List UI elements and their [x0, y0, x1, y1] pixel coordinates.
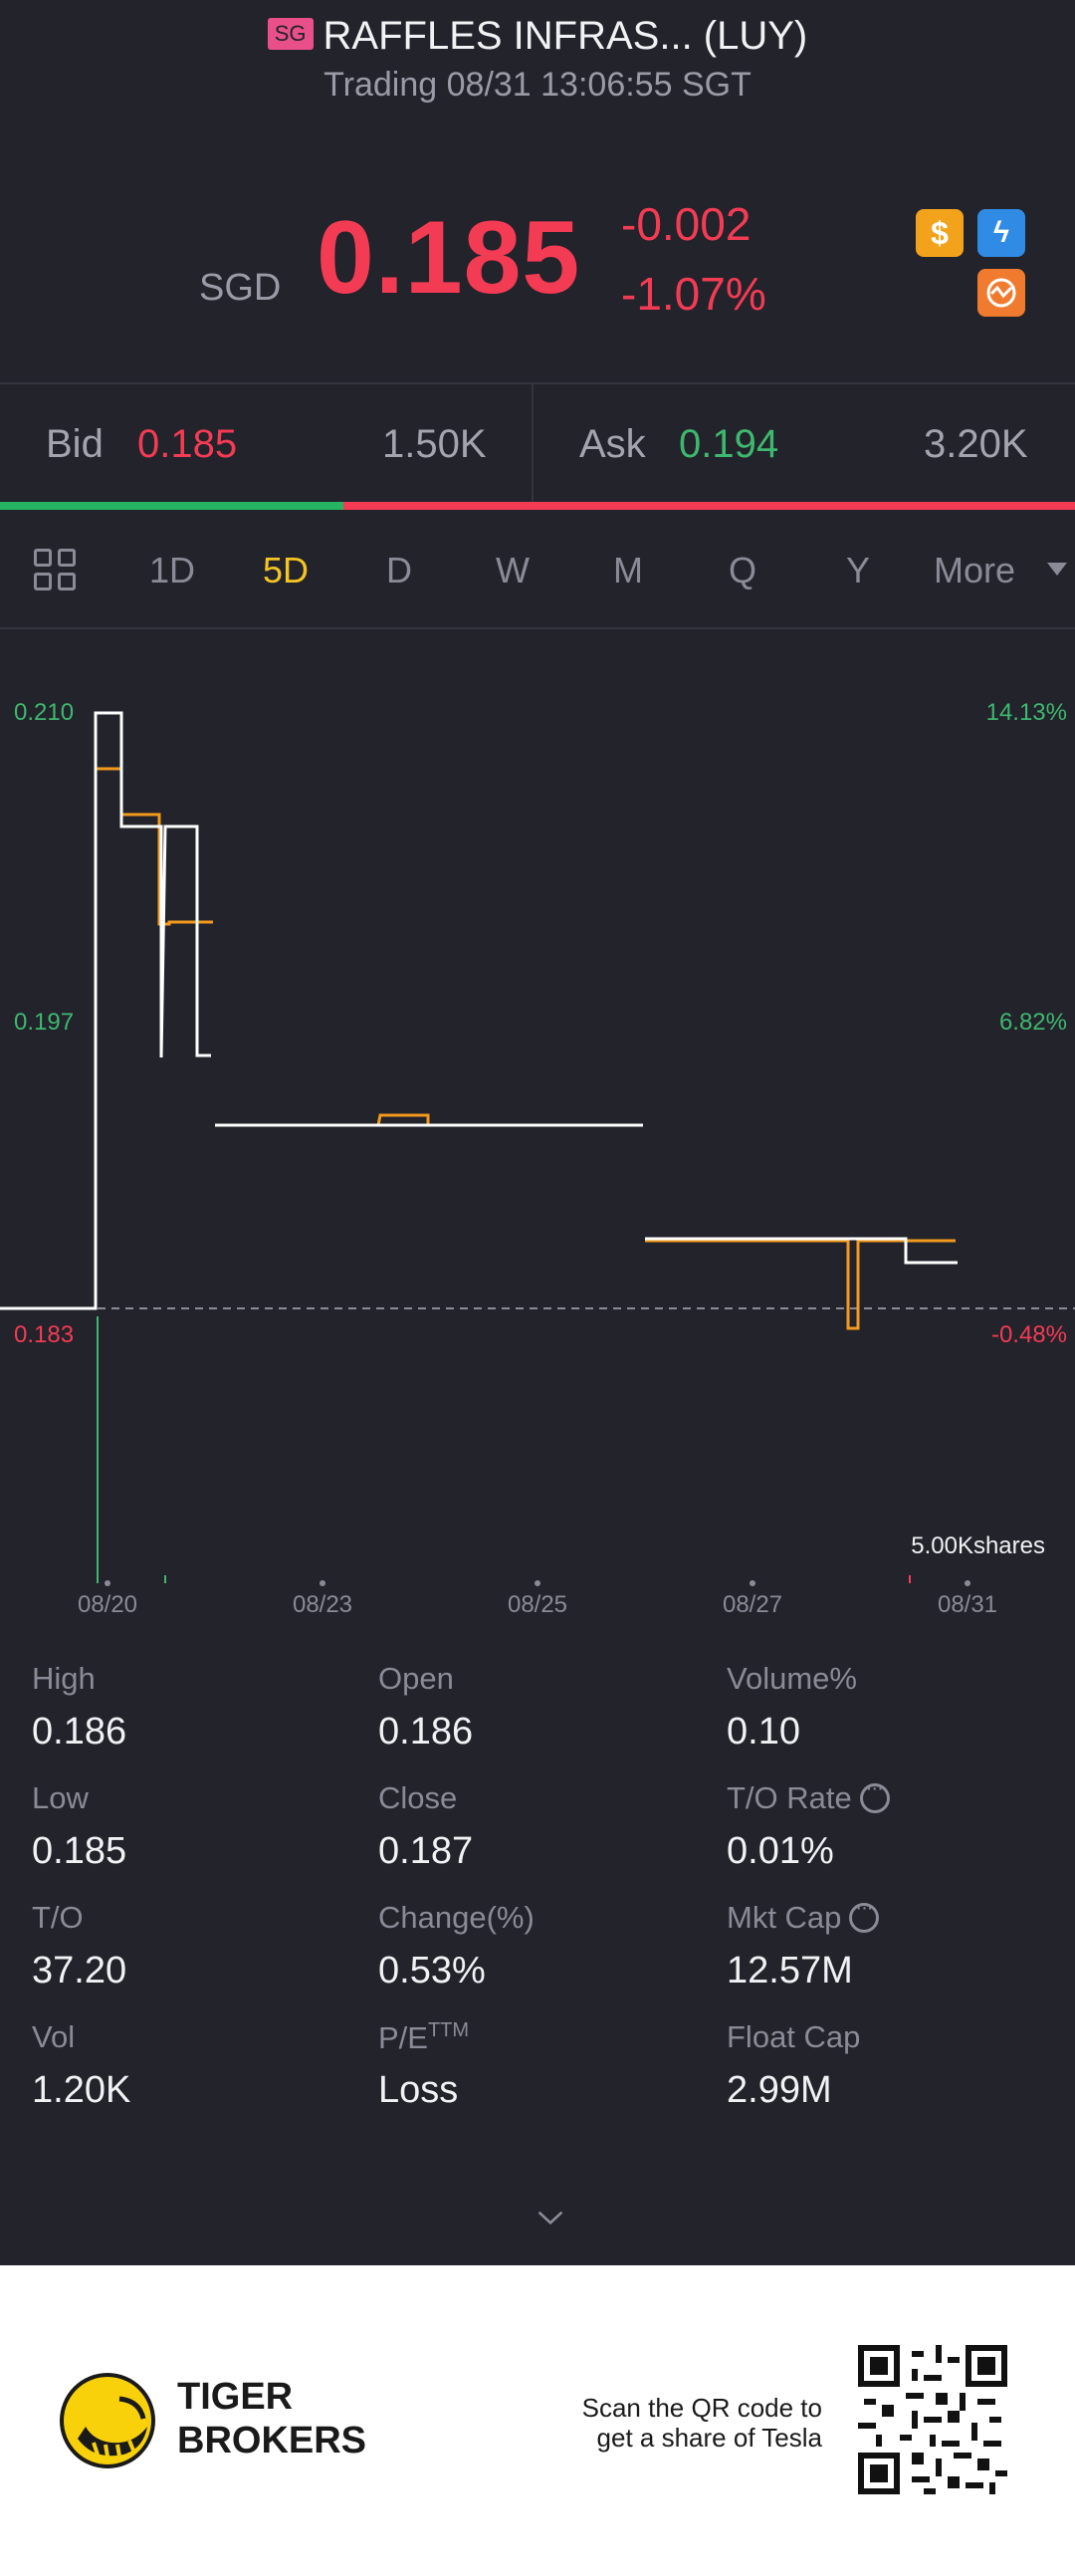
- stat-value-high: 0.186: [32, 1711, 127, 1753]
- avg-price-line: [645, 1239, 956, 1330]
- stat-label-low: Low: [32, 1780, 89, 1815]
- tab-5d[interactable]: 5D: [263, 550, 310, 590]
- x-label: 08/20: [78, 1591, 137, 1618]
- tab-m[interactable]: M: [613, 550, 643, 590]
- x-label: 08/23: [293, 1591, 352, 1618]
- dollar-icon[interactable]: $: [916, 209, 964, 257]
- qr-code-icon: [858, 2345, 1007, 2494]
- y-label-left: 0.210: [14, 699, 74, 726]
- x-tick: [750, 1580, 755, 1586]
- more-info-icon[interactable]: [849, 1897, 880, 1933]
- tab-w[interactable]: W: [496, 550, 530, 590]
- y-label-right: -0.48%: [991, 1321, 1067, 1348]
- stat-value-change-pct: 0.53%: [378, 1950, 486, 1991]
- stat-label-text: T/O Rate: [727, 1780, 852, 1815]
- promo-text: Scan the QR code to get a share of Tesla: [557, 2393, 822, 2453]
- tab-more[interactable]: More: [934, 550, 1016, 590]
- price-change: -0.002: [621, 198, 752, 250]
- tab-q[interactable]: Q: [729, 550, 757, 590]
- divider: [0, 627, 1075, 629]
- y-label-right: 6.82%: [999, 1009, 1067, 1036]
- bid-label: Bid: [46, 422, 104, 466]
- x-tick: [535, 1580, 540, 1586]
- stat-value-mkt-cap: 12.57M: [727, 1950, 853, 1991]
- currency-label: SGD: [199, 267, 282, 309]
- market-badge: SG: [267, 18, 314, 50]
- stat-label-close: Close: [378, 1780, 458, 1815]
- stat-value-to-rate: 0.01%: [727, 1830, 834, 1872]
- bid-price: 0.185: [137, 422, 238, 466]
- volume-scale-label: 5.00Kshares: [911, 1532, 1045, 1559]
- orange-badge-icon[interactable]: [977, 269, 1025, 317]
- more-info-icon[interactable]: [859, 1777, 890, 1813]
- stat-value-float-cap: 2.99M: [727, 2069, 832, 2111]
- divider: [0, 382, 1075, 384]
- x-label: 08/25: [508, 1591, 567, 1618]
- stat-value-open: 0.186: [378, 1711, 474, 1753]
- brand-line-2: BROKERS: [177, 2420, 367, 2461]
- stat-label-sup: TTM: [427, 2019, 470, 2041]
- x-label: 08/31: [938, 1591, 997, 1618]
- expand-chevron-icon[interactable]: [536, 2203, 565, 2232]
- chart-svg: 0.210 0.197 0.183 14.13% 6.82% -0.48% 5.…: [0, 699, 1075, 1618]
- price-line: [0, 711, 211, 1310]
- stat-value-volume-pct: 0.10: [727, 1711, 800, 1753]
- promo-line-2: get a share of Tesla: [596, 2423, 822, 2453]
- price-change-pct: -1.07%: [621, 268, 766, 320]
- y-label-right: 14.13%: [986, 699, 1067, 726]
- tab-y[interactable]: Y: [846, 550, 871, 590]
- tiger-logo-icon: [60, 2373, 155, 2468]
- price-line: [645, 1237, 958, 1265]
- promo-line-1: Scan the QR code to: [581, 2393, 822, 2423]
- stat-label-open: Open: [378, 1661, 454, 1696]
- ask-label: Ask: [579, 422, 646, 466]
- stat-label-text: Mkt Cap: [727, 1900, 842, 1935]
- brand-line-1: TIGER: [177, 2376, 294, 2418]
- ask-size: 3.20K: [924, 422, 1028, 466]
- intraday-chart[interactable]: 0.210 0.197 0.183 14.13% 6.82% -0.48% 5.…: [0, 629, 1075, 1625]
- tab-d[interactable]: D: [386, 550, 412, 590]
- stat-label-vol: Vol: [32, 2019, 76, 2054]
- bid-volume-bar: [0, 502, 343, 510]
- quote-header: SG RAFFLES INFRAS... (LUY) Trading 08/31 …: [0, 0, 1075, 383]
- stat-label-to-rate: T/O Rate: [727, 1777, 890, 1816]
- stat-value-low: 0.185: [32, 1830, 127, 1872]
- stat-value-vol: 1.20K: [32, 2069, 131, 2111]
- x-tick: [105, 1580, 110, 1586]
- brand-name: TIGER BROKERS: [177, 2375, 366, 2462]
- stock-name: RAFFLES INFRAS... (LUY): [322, 14, 808, 58]
- avg-price-line: [0, 767, 213, 1310]
- stat-label-text: P/E: [378, 2020, 428, 2055]
- stat-value-close: 0.187: [378, 1830, 474, 1872]
- stat-value-to: 37.20: [32, 1950, 127, 1991]
- last-price: 0.185: [317, 200, 581, 316]
- grid-layout-icon[interactable]: [34, 549, 78, 592]
- tab-1d[interactable]: 1D: [149, 550, 196, 590]
- stat-label-mkt-cap: Mkt Cap: [727, 1897, 880, 1936]
- y-label-left: 0.197: [14, 1009, 74, 1036]
- stat-value-pe: Loss: [378, 2069, 459, 2111]
- x-tick: [320, 1580, 325, 1586]
- stat-label-volume-pct: Volume%: [727, 1661, 857, 1696]
- trading-status: Trading 08/31 13:06:55 SGT: [323, 66, 752, 104]
- stat-label-high: High: [32, 1661, 96, 1696]
- ask-price: 0.194: [679, 422, 779, 466]
- ask-volume-bar: [343, 502, 1075, 510]
- chevron-down-icon[interactable]: [1047, 563, 1067, 576]
- x-tick: [965, 1580, 970, 1586]
- flash-icon[interactable]: ϟ: [977, 209, 1025, 257]
- stat-label-pe: P/ETTM: [378, 2019, 469, 2056]
- bid-size: 1.50K: [382, 422, 487, 466]
- y-label-left: 0.183: [14, 1321, 74, 1348]
- bid-ask-divider: [532, 384, 534, 502]
- stat-label-float-cap: Float Cap: [727, 2019, 861, 2054]
- stat-label-to: T/O: [32, 1900, 84, 1935]
- stock-title[interactable]: SG RAFFLES INFRAS... (LUY): [0, 14, 1075, 59]
- x-label: 08/27: [723, 1591, 782, 1618]
- stat-label-change-pct: Change(%): [378, 1900, 535, 1935]
